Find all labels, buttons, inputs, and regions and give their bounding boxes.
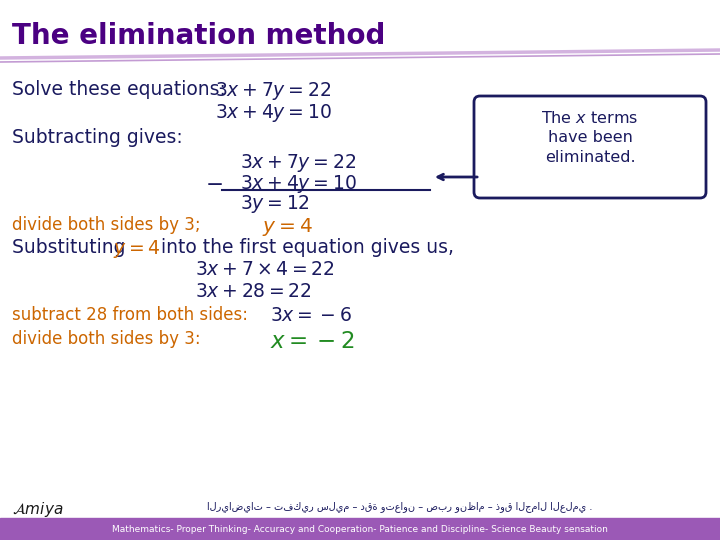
- Text: divide both sides by 3:: divide both sides by 3:: [12, 330, 201, 348]
- Text: $3x + 7 \times 4 = 22$: $3x + 7 \times 4 = 22$: [195, 260, 335, 279]
- Text: $\mathcal{A}$miya: $\mathcal{A}$miya: [12, 500, 63, 519]
- FancyBboxPatch shape: [474, 96, 706, 198]
- Text: eliminated.: eliminated.: [545, 150, 635, 165]
- Text: $-$: $-$: [205, 173, 222, 193]
- Text: Mathematics- Proper Thinking- Accuracy and Cooperation- Patience and Discipline-: Mathematics- Proper Thinking- Accuracy a…: [112, 524, 608, 534]
- Text: divide both sides by 3;: divide both sides by 3;: [12, 216, 201, 234]
- Text: $3x + 4y = 10$: $3x + 4y = 10$: [240, 173, 356, 195]
- Text: $y = 4$: $y = 4$: [113, 238, 161, 260]
- Text: Solve these equations:: Solve these equations:: [12, 80, 226, 99]
- Text: $x = -2$: $x = -2$: [270, 330, 354, 353]
- Text: $3x + 4y = 10$: $3x + 4y = 10$: [215, 102, 332, 124]
- Text: $3x + 28 = 22$: $3x + 28 = 22$: [195, 282, 312, 301]
- Text: $3y = 12$: $3y = 12$: [240, 193, 310, 215]
- Text: $3x + 7y = 22$: $3x + 7y = 22$: [240, 152, 356, 174]
- Text: $y = 4$: $y = 4$: [262, 216, 312, 238]
- Text: subtract 28 from both sides:: subtract 28 from both sides:: [12, 306, 248, 324]
- Text: into the first equation gives us,: into the first equation gives us,: [155, 238, 454, 257]
- Text: $3x + 7y = 22$: $3x + 7y = 22$: [215, 80, 331, 102]
- Text: $3x = -6$: $3x = -6$: [270, 306, 352, 325]
- Text: The elimination method: The elimination method: [12, 22, 385, 50]
- Text: Subtracting gives:: Subtracting gives:: [12, 128, 183, 147]
- Text: have been: have been: [548, 130, 632, 145]
- Bar: [0, 518, 720, 540]
- Text: الرياضيات – تفكير سليم – دقة وتعاون – صبر ونظام – ذوق الجمال العلمي .: الرياضيات – تفكير سليم – دقة وتعاون – صب…: [207, 501, 593, 512]
- Text: The $x$ terms: The $x$ terms: [541, 110, 639, 126]
- Text: Substituting: Substituting: [12, 238, 132, 257]
